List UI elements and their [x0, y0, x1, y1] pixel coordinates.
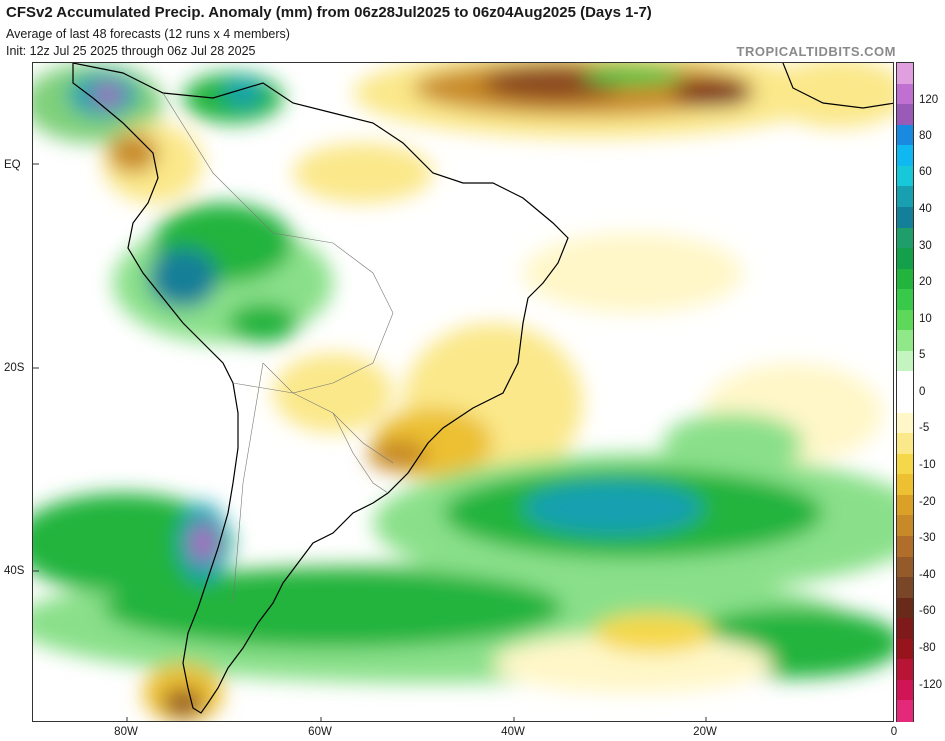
colorbar-label: -120 [919, 679, 943, 691]
colorbar-label: -10 [919, 459, 936, 471]
lon-label-80w: 80W [114, 726, 138, 738]
init-time: Init: 12z Jul 25 2025 through 06z Jul 28… [6, 44, 256, 58]
colorbar-label: -80 [919, 642, 936, 654]
colorbar-cell [897, 433, 913, 455]
colorbar-cell [897, 350, 913, 372]
colorbar-cell [897, 63, 913, 85]
axis-ticks [33, 163, 707, 721]
lat-label-40s: 40S [4, 565, 25, 577]
colorbar-cell [897, 679, 913, 701]
colorbar-cell [897, 597, 913, 619]
brand-watermark: TROPICALTIDBITS.COM [736, 44, 896, 59]
lon-label-60w: 60W [308, 726, 332, 738]
colorbar-cell [897, 186, 913, 208]
colorbar-label: -60 [919, 605, 936, 617]
colorbar-cell [897, 700, 913, 722]
colorbar-label: 60 [919, 166, 932, 178]
colorbar-cell [897, 515, 913, 537]
colorbar-cell [897, 453, 913, 475]
chart-header: CFSv2 Accumulated Precip. Anomaly (mm) f… [6, 0, 936, 60]
map-panel [32, 62, 894, 722]
colorbar-cell [897, 556, 913, 578]
map-subtitle: Average of last 48 forecasts (12 runs x … [6, 27, 290, 41]
colorbar-cell [897, 268, 913, 290]
colorbar-label: -5 [919, 422, 930, 434]
colorbar-cell [897, 577, 913, 599]
colorbar-cell [897, 248, 913, 270]
anomaly-map [33, 63, 893, 721]
colorbar-label: 5 [919, 349, 926, 361]
map-title: CFSv2 Accumulated Precip. Anomaly (mm) f… [6, 4, 652, 21]
colorbar-label: -20 [919, 496, 936, 508]
colorbar-cell [897, 412, 913, 434]
colorbar-label: 10 [919, 313, 932, 325]
colorbar-cell [897, 83, 913, 105]
lon-label-0: 0 [890, 726, 898, 738]
colorbar-cell [897, 165, 913, 187]
colorbar-label: 120 [919, 94, 939, 106]
coastlines [72, 63, 893, 714]
colorbar-label: 0 [919, 386, 926, 398]
colorbar-label: 80 [919, 130, 932, 142]
colorbar-cell [897, 289, 913, 311]
colorbar-cell [897, 392, 913, 414]
colorbar-cell [897, 618, 913, 640]
colorbar-cell [897, 371, 913, 393]
colorbar-cell [897, 206, 913, 228]
lon-label-20w: 20W [693, 726, 717, 738]
colorbar-cell [897, 638, 913, 660]
colorbar-cell [897, 124, 913, 146]
colorbar-label: 30 [919, 240, 932, 252]
colorbar-cell [897, 474, 913, 496]
colorbar-cell [897, 494, 913, 516]
country-borders [162, 92, 394, 604]
colorbar [896, 62, 914, 722]
colorbar-cell [897, 227, 913, 249]
colorbar-label: 40 [919, 203, 932, 215]
colorbar-label: -30 [919, 532, 936, 544]
lat-label-20s: 20S [4, 362, 25, 374]
colorbar-label: -40 [919, 569, 936, 581]
anomaly-field [33, 63, 893, 721]
colorbar-label: 20 [919, 276, 932, 288]
lon-label-40w: 40W [501, 726, 525, 738]
colorbar-cell [897, 309, 913, 331]
colorbar-cell [897, 330, 913, 352]
colorbar-cell [897, 104, 913, 126]
colorbar-cell [897, 145, 913, 167]
colorbar-cell [897, 659, 913, 681]
lat-label-eq: EQ [4, 159, 21, 171]
colorbar-cell [897, 535, 913, 557]
